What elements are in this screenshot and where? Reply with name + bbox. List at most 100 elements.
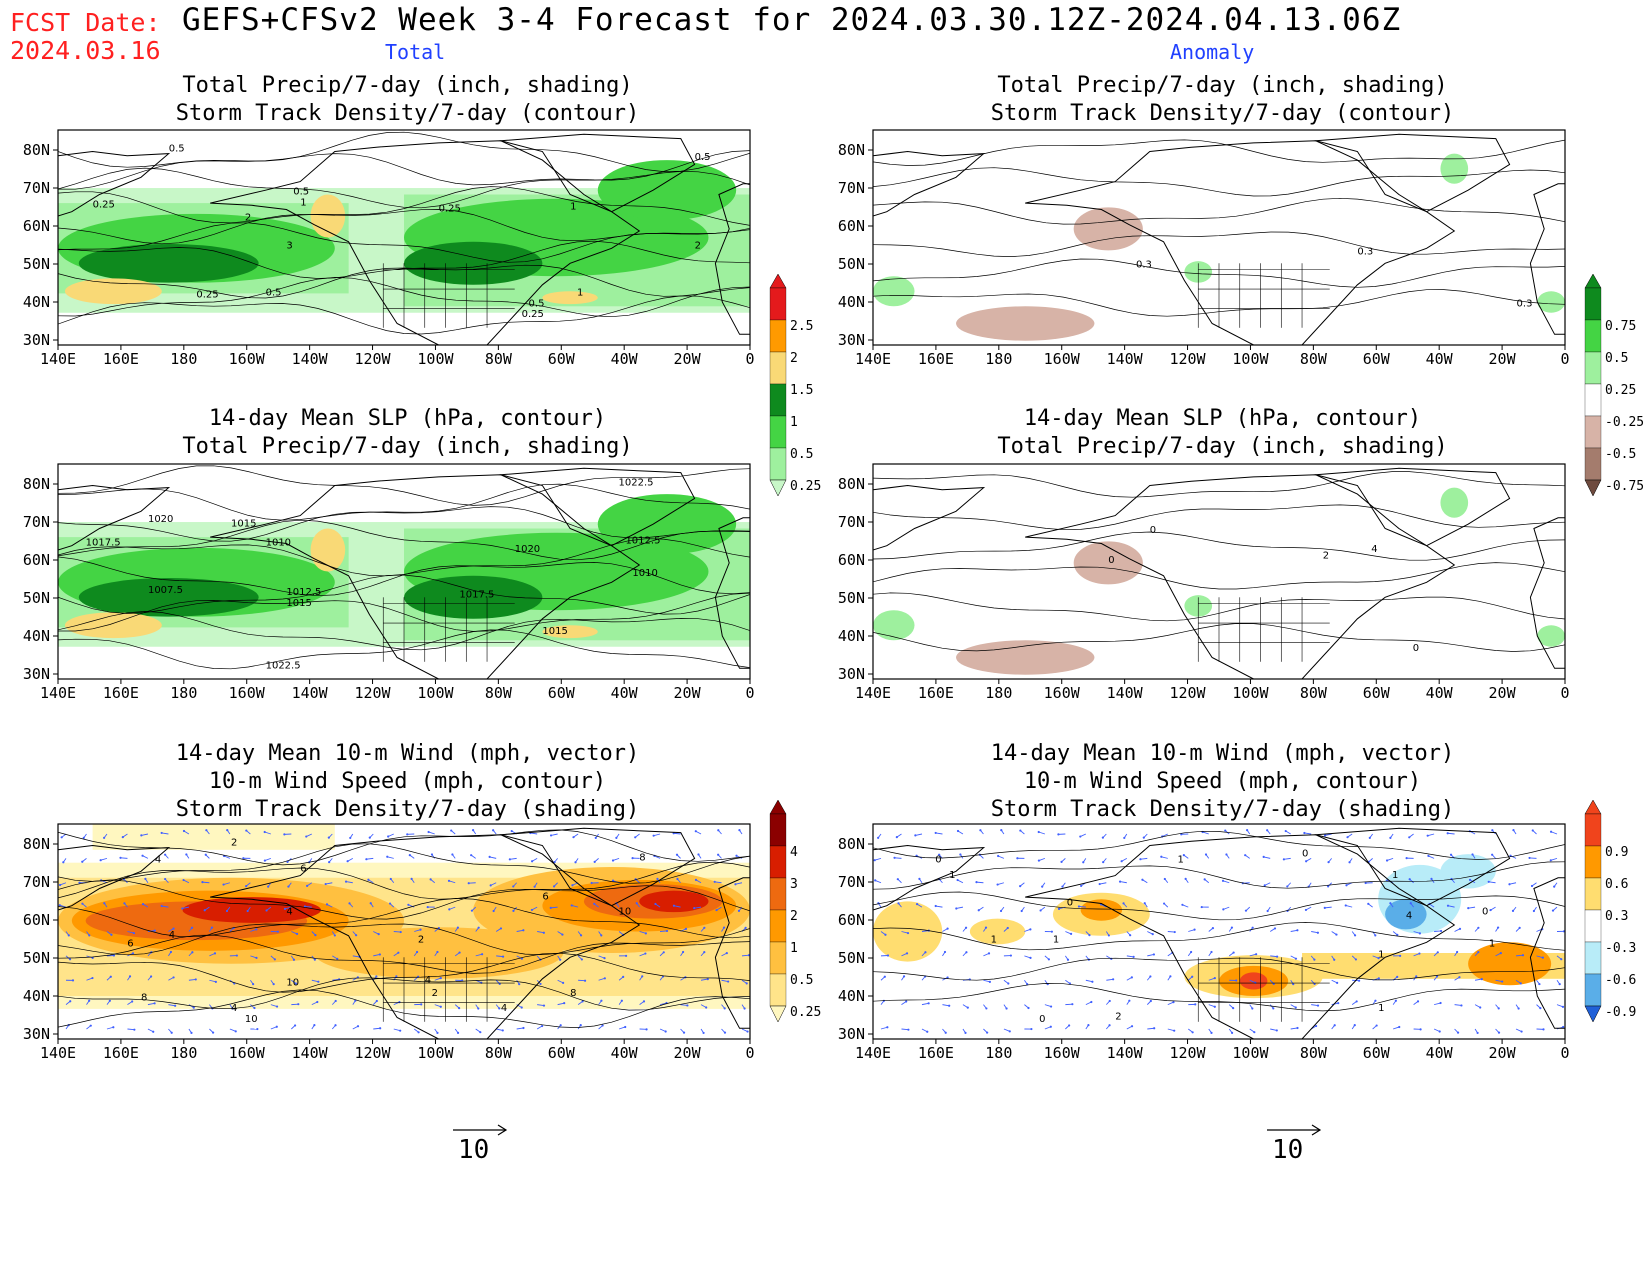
wind-vector-head <box>1354 958 1358 961</box>
wind-vector-head <box>705 1006 708 1009</box>
wind-vector-head <box>702 1031 705 1035</box>
wind-vector-head <box>533 885 536 888</box>
lon-label: 0 <box>745 1044 754 1058</box>
wind-vector-head <box>410 877 413 880</box>
wind-vector-head <box>407 903 410 906</box>
wind-vector-head <box>399 930 402 934</box>
wind-vector <box>673 905 681 908</box>
contour-label: 0.5 <box>529 298 545 309</box>
wind-vector-head <box>1108 999 1111 1003</box>
wind-vector-head <box>1251 1007 1254 1010</box>
wind-vector-head <box>1562 1025 1565 1029</box>
wind-vector <box>311 979 319 983</box>
coastline <box>1025 474 1456 679</box>
wind-vector-head <box>1123 836 1126 840</box>
wind-vector-head <box>149 975 153 978</box>
shading-region <box>1073 207 1143 251</box>
wind-vector-head <box>675 853 679 856</box>
wind-vector-head <box>1418 932 1421 935</box>
wind-vector-head <box>594 836 597 839</box>
map-content <box>58 824 750 1039</box>
contour-label: 0.3 <box>1517 298 1533 309</box>
wind-vector-head <box>1471 853 1474 856</box>
panel-title-total-wind-storm: 14-day Mean 10-m Wind (mph, vector) 10-m… <box>60 740 755 824</box>
wind-vector-head <box>67 934 70 937</box>
shading-region <box>314 927 564 979</box>
wind-vector-head <box>938 853 941 856</box>
colorbar-svg: 0.9 0.6 0.3 -0.3 -0.6 -0.9 <box>1584 800 1636 1023</box>
wind-vector-head <box>349 836 352 840</box>
wind-vector-head <box>415 950 419 954</box>
wind-vector-head <box>510 829 513 833</box>
wind-vector-head <box>295 932 299 936</box>
contour-label: 1020 <box>515 544 540 555</box>
wind-vector-head <box>317 980 320 983</box>
lon-label: 40W <box>611 350 639 364</box>
vector-reference-anomaly <box>1262 1120 1332 1140</box>
colorbar-segment <box>769 351 787 385</box>
wind-vector-head <box>541 1024 544 1028</box>
wind-vector-head <box>877 836 880 839</box>
contour-label: 1 <box>577 288 583 299</box>
wind-vector-head <box>141 854 144 857</box>
contour-label: 4 <box>286 906 292 917</box>
contour-label: 4 <box>425 975 431 986</box>
shading-band <box>92 824 335 850</box>
coastline <box>1313 827 1511 907</box>
wind-vector-head <box>717 829 720 832</box>
colorbar-segment <box>1584 941 1602 975</box>
wind-vector-head <box>436 1031 439 1034</box>
colorbar-segment <box>769 287 787 321</box>
wind-vector-head <box>631 857 634 860</box>
wind-vector-head <box>1230 1031 1234 1034</box>
wind-vector-head <box>1282 858 1285 861</box>
wind-vector <box>1324 906 1332 909</box>
wind-vector-head <box>1091 980 1094 983</box>
wind-vector <box>921 1002 929 1006</box>
contour-label: 1010 <box>266 538 291 549</box>
contour-label: 1017.5 <box>86 538 121 549</box>
wind-vector-head <box>1460 1004 1463 1007</box>
lon-label: 80W <box>1300 1044 1328 1058</box>
lon-label: 40W <box>1426 350 1454 364</box>
contour-line <box>58 574 750 615</box>
wind-vector-head <box>1315 1024 1318 1028</box>
wind-vector-head <box>570 904 573 907</box>
contour-label: 0.25 <box>196 290 218 301</box>
contour-line <box>58 519 750 561</box>
wind-vector <box>127 1028 135 1031</box>
lat-label: 60N <box>23 911 50 929</box>
wind-vector-head <box>245 884 248 888</box>
wind-vector-head <box>624 1025 627 1029</box>
wind-vector-head <box>1204 853 1208 856</box>
contour-line <box>873 922 1565 951</box>
contour-label: 2 <box>432 988 438 999</box>
lon-label: 180 <box>170 350 197 364</box>
wind-vector-head <box>644 952 647 955</box>
wind-vector-head <box>192 1006 195 1009</box>
wind-vector <box>1515 954 1523 957</box>
wind-vector-head <box>1426 834 1429 837</box>
coastline <box>714 517 750 669</box>
wind-vector-head <box>1210 1031 1213 1034</box>
shading-region <box>873 901 943 962</box>
shading-region <box>1440 854 1496 889</box>
wind-vector-head <box>579 934 583 937</box>
wind-vector-head <box>896 878 899 881</box>
wind-vector-head <box>273 958 276 961</box>
wind-vector-head <box>60 836 63 839</box>
wind-vector-head <box>467 882 470 885</box>
wind-vector-head <box>89 1024 92 1027</box>
colorbar-label: 2 <box>790 351 798 366</box>
contour-label: 1 <box>1378 949 1384 960</box>
vector-reference-value: 10 <box>1272 1135 1304 1165</box>
wind-vector-head <box>1456 1031 1460 1034</box>
wind-vector <box>1140 857 1148 860</box>
lat-label: 70N <box>838 179 865 197</box>
wind-vector-head <box>1487 880 1490 883</box>
wind-vector-head <box>508 858 511 861</box>
wind-vector-head <box>1149 999 1152 1003</box>
wind-vector-head <box>1061 885 1064 888</box>
panel-title-line: 14-day Mean 10-m Wind (mph, vector) <box>990 741 1455 766</box>
